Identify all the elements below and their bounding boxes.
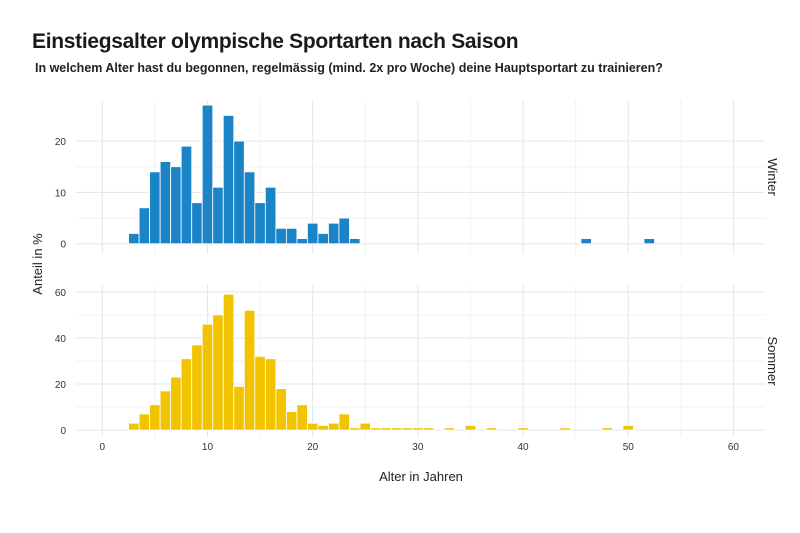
panel-sommer: 0 20 40 60 Sommer — [55, 285, 780, 437]
bar — [212, 186, 224, 245]
x-axis-label: Alter in Jahren — [379, 469, 463, 484]
bar — [170, 166, 182, 245]
x-tick-label: 20 — [307, 442, 319, 453]
bar — [443, 427, 456, 431]
y-tick-label: 60 — [55, 288, 67, 299]
bar — [296, 238, 308, 245]
bar — [328, 422, 340, 431]
bar — [159, 390, 172, 431]
y-tick-label: 40 — [55, 334, 67, 345]
bar — [285, 411, 298, 431]
y-tick-label: 10 — [55, 188, 67, 199]
facet-label-winter: Winter — [765, 158, 780, 196]
bar — [338, 413, 350, 431]
bar — [149, 404, 161, 431]
bar — [559, 427, 571, 431]
bar — [191, 202, 203, 245]
x-tick-label: 10 — [202, 442, 214, 453]
bar — [264, 358, 277, 431]
bar — [201, 104, 214, 245]
bar — [128, 233, 140, 245]
bar — [233, 140, 245, 245]
bar — [243, 171, 256, 245]
bar — [222, 293, 235, 431]
bar — [180, 358, 193, 431]
bar — [401, 427, 414, 431]
bar — [138, 413, 151, 431]
bar — [307, 222, 319, 245]
x-tick-label: 60 — [728, 442, 740, 453]
bar — [275, 227, 287, 245]
x-tick-label: 30 — [412, 442, 424, 453]
bar — [370, 427, 382, 431]
bar — [275, 388, 287, 431]
x-axis: 0 10 20 30 40 50 60 — [100, 442, 740, 453]
y-tick-label: 20 — [55, 137, 67, 148]
bar — [128, 422, 140, 431]
bar — [380, 427, 392, 431]
bar — [338, 217, 350, 245]
bar — [201, 323, 214, 431]
bar — [243, 309, 256, 431]
bar — [222, 115, 235, 245]
bar — [233, 385, 245, 431]
bar — [349, 427, 361, 431]
y-tick-label: 0 — [60, 240, 66, 251]
y-tick-label: 20 — [55, 380, 67, 391]
x-tick-label: 50 — [623, 442, 635, 453]
bar — [296, 404, 308, 431]
bar — [191, 344, 203, 431]
bar — [317, 425, 329, 431]
bar — [285, 227, 298, 245]
bar — [422, 427, 435, 431]
bar — [264, 186, 277, 245]
y-tick-label: 0 — [60, 426, 66, 437]
x-tick-label: 40 — [517, 442, 529, 453]
bar — [170, 376, 182, 431]
bar — [328, 222, 340, 245]
bar — [180, 145, 193, 245]
bar — [349, 238, 361, 245]
bar — [212, 314, 224, 431]
bar — [138, 207, 151, 245]
bar — [601, 427, 613, 431]
bar — [254, 202, 266, 245]
bar — [412, 427, 424, 431]
facet-label-sommer: Sommer — [765, 336, 780, 386]
bar — [359, 422, 371, 431]
bar — [464, 425, 477, 431]
y-axis-label: Anteil in % — [30, 233, 45, 295]
bar — [159, 161, 172, 245]
bar — [391, 427, 403, 431]
bar — [580, 238, 592, 245]
bar — [307, 422, 319, 431]
chart-subtitle: In welchem Alter hast du begonnen, regel… — [35, 61, 663, 75]
bar — [254, 355, 266, 431]
panel-winter: 0 10 20 Winter — [55, 100, 780, 254]
x-tick-label: 0 — [100, 442, 106, 453]
bar — [485, 427, 498, 431]
bar — [149, 171, 161, 245]
bar — [622, 425, 634, 431]
bar — [317, 233, 329, 245]
chart-title: Einstiegsalter olympische Sportarten nac… — [32, 30, 519, 53]
bar — [643, 238, 655, 245]
bar — [517, 427, 529, 431]
